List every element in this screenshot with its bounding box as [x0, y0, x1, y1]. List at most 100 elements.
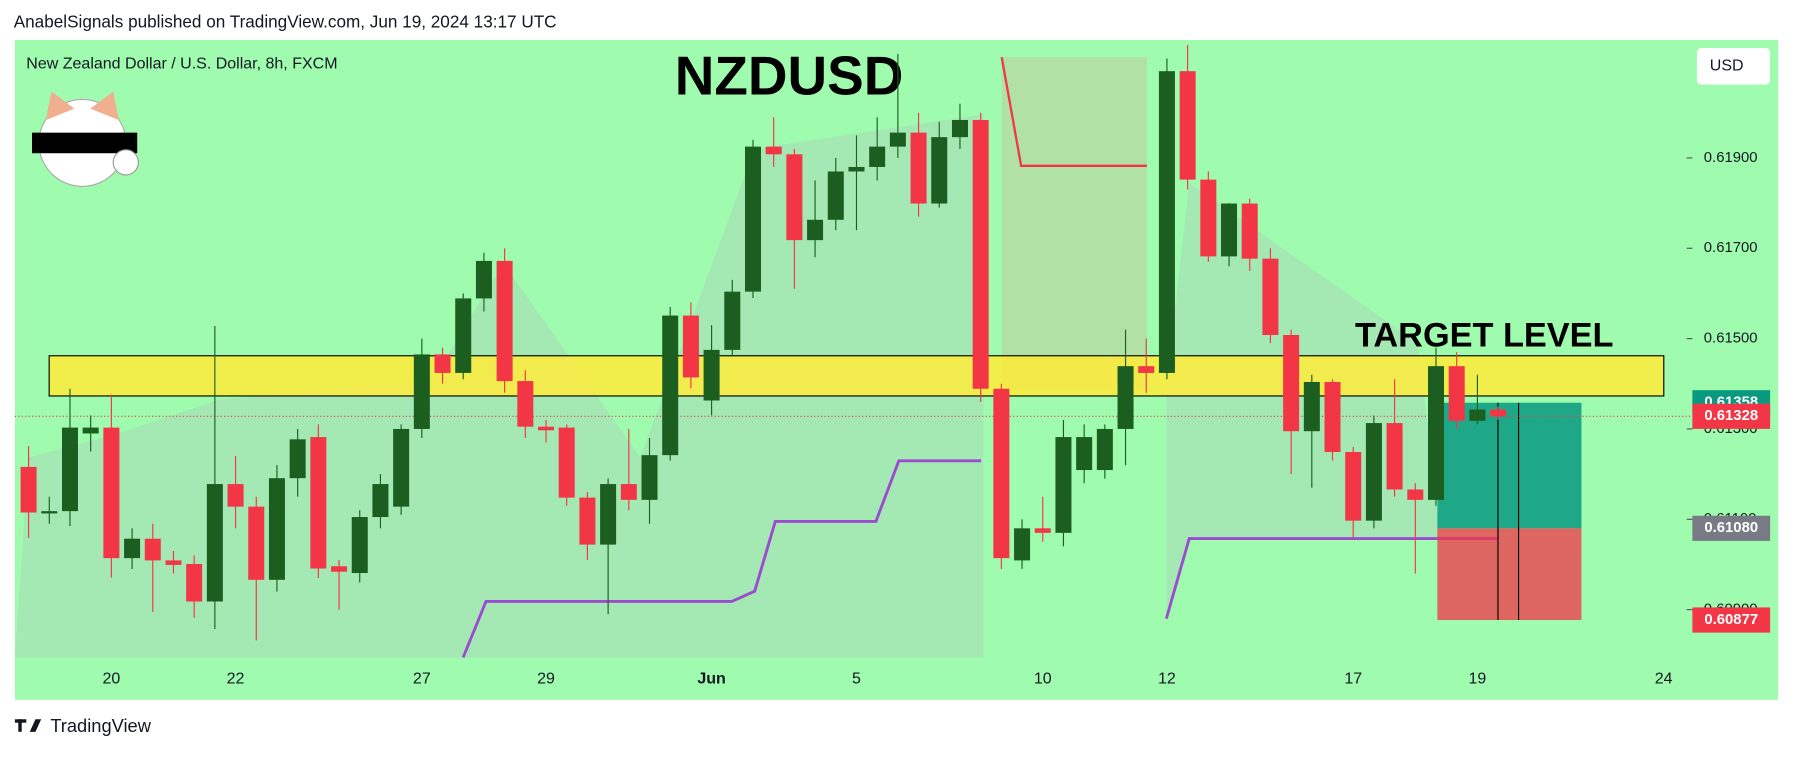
candle-body — [268, 478, 285, 580]
candle-body — [475, 260, 492, 299]
candle-body — [724, 291, 741, 350]
candle-body — [1345, 451, 1362, 521]
candle-body — [600, 484, 617, 545]
candle-body — [496, 260, 513, 382]
candle-body — [951, 119, 968, 138]
candle-body — [848, 166, 865, 172]
candle-body — [910, 132, 927, 204]
price-label-box — [1692, 403, 1771, 429]
candle-body — [744, 146, 761, 292]
candle-body — [931, 137, 948, 204]
candle-body — [227, 484, 244, 507]
candle-body — [434, 354, 451, 373]
candle-body — [1303, 381, 1320, 432]
candle-body — [165, 560, 182, 565]
candle-body — [641, 455, 658, 500]
footer: TradingView — [50, 715, 151, 736]
y-tick-label: 0.61700 — [1704, 240, 1758, 256]
candle-body — [1158, 71, 1175, 373]
candle-body — [1262, 258, 1279, 335]
x-tick-label: 19 — [1468, 670, 1486, 687]
price-label: 0.61328 — [1704, 408, 1758, 424]
header: AnabelSignals published on TradingView.c… — [14, 11, 557, 31]
x-tick-label: 24 — [1655, 670, 1673, 687]
candle-body — [1324, 381, 1341, 452]
currency-button[interactable] — [1696, 48, 1771, 85]
candle-body — [1138, 366, 1155, 373]
candle-body — [1096, 428, 1113, 471]
position-profit — [1437, 402, 1582, 529]
candle-body — [1386, 423, 1403, 490]
candle-body — [144, 538, 161, 561]
candle-body — [579, 497, 596, 545]
mascot — [32, 91, 139, 187]
indicator-line — [1000, 56, 1147, 167]
candle-body — [1221, 203, 1238, 257]
y-tick-label: 0.61900 — [1704, 150, 1758, 166]
candle-body — [538, 426, 555, 431]
candle-body — [206, 484, 223, 602]
indicator-fill — [1001, 57, 1147, 389]
position-loss — [1437, 528, 1582, 621]
candle-body — [351, 517, 368, 574]
x-tick-label: 29 — [537, 670, 555, 687]
candle-body — [1490, 409, 1507, 417]
x-tick-label: 12 — [1158, 670, 1176, 687]
annotation: TARGET LEVEL — [1355, 317, 1614, 355]
currency-label: USD — [1710, 58, 1744, 75]
candle-body — [455, 298, 472, 373]
candle-body — [186, 564, 203, 602]
candle-body — [869, 146, 886, 167]
mascot-glasses — [32, 132, 138, 154]
price-label-box — [1692, 515, 1771, 541]
candle-body — [807, 219, 824, 241]
candle-body — [103, 427, 120, 559]
candle-body — [331, 566, 348, 572]
y-tick-label: 0.61500 — [1704, 331, 1758, 347]
chart-title: NZDUSD — [675, 45, 904, 107]
candle-body — [765, 146, 782, 155]
candle-body — [289, 439, 306, 479]
candle-body — [993, 388, 1010, 559]
logo-mark — [29, 719, 42, 732]
candle-body — [61, 427, 78, 512]
x-tick-label: 20 — [102, 670, 120, 687]
x-tick-label: 17 — [1344, 670, 1362, 687]
x-tick-label: 22 — [227, 670, 245, 687]
candle-body — [786, 154, 803, 241]
candle-body — [1241, 203, 1258, 259]
candle-body — [248, 506, 265, 580]
candle-body — [1407, 489, 1424, 500]
candle-body — [517, 381, 534, 427]
x-tick-label: 10 — [1034, 670, 1052, 687]
candle-body — [558, 427, 575, 498]
candle-body — [310, 437, 327, 569]
candle-body — [1179, 71, 1196, 180]
candle-body — [703, 349, 720, 401]
candle-body — [972, 119, 989, 389]
indicator-line — [1164, 537, 1498, 620]
candle-body — [1448, 366, 1465, 421]
candle-body — [662, 315, 679, 456]
candle-body — [1034, 528, 1051, 533]
candle-body — [393, 428, 410, 507]
price-label-box — [1692, 607, 1771, 633]
target-zone — [48, 355, 1665, 397]
candle-body — [124, 538, 141, 559]
candle-body — [1076, 437, 1093, 471]
candle-body — [20, 466, 37, 513]
indicator-line — [461, 459, 982, 659]
price-label: 0.61080 — [1704, 520, 1758, 536]
plot: TARGET LEVEL0.609000.611000.613000.61500… — [14, 44, 1771, 687]
candle-body — [827, 171, 844, 220]
mascot-hand — [112, 149, 139, 176]
candle-body — [1014, 528, 1031, 561]
x-tick-label: Jun — [697, 670, 725, 687]
candle-body — [82, 427, 99, 434]
candle-body — [889, 132, 906, 147]
mascot-ear — [45, 91, 75, 121]
candle-body — [372, 484, 389, 518]
x-tick-label: 5 — [852, 670, 861, 687]
